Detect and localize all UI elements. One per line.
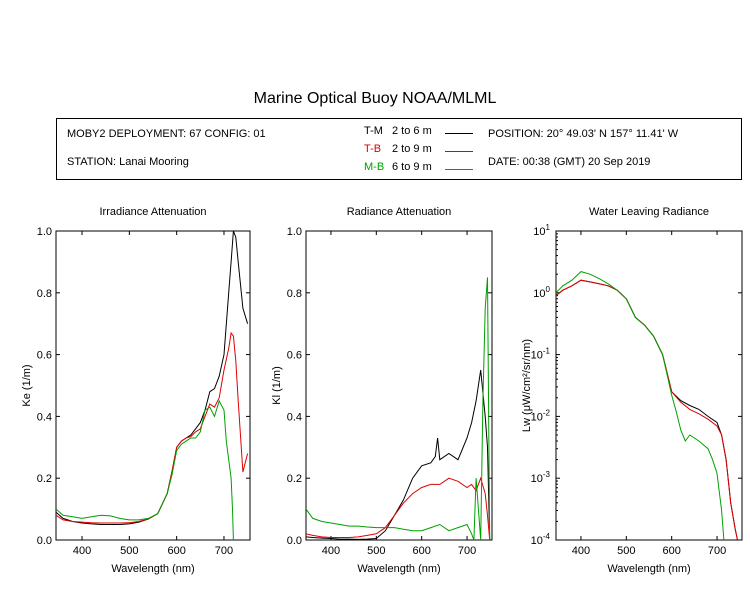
y-tick-label: 101 [533,223,550,238]
legend-code-tm: T-M [364,125,383,137]
x-axis-label: Wavelength (nm) [357,563,440,575]
y-tick-label: 10-2 [531,408,551,423]
y-tick-label: 0.2 [37,473,52,485]
x-tick-label: 400 [572,545,590,557]
series-line-t-m [56,231,249,525]
legend-code-mb: M-B [364,161,385,173]
series-line-t-b [556,279,738,540]
y-tick-label: 10-4 [531,532,551,547]
x-tick-label: 400 [73,545,91,557]
y-tick-label: 100 [533,285,550,300]
x-tick-label: 700 [215,545,233,557]
x-tick-label: 600 [413,545,431,557]
x-tick-label: 600 [663,545,681,557]
legend-range-tm: 2 to 6 m [392,125,432,137]
chart-title: Radiance Attenuation [347,206,452,218]
x-tick-label: 700 [708,545,726,557]
x-axis-label: Wavelength (nm) [111,563,194,575]
y-tick-label: 1.0 [287,226,302,238]
series-line-m-b [306,277,491,540]
plot-frame [55,230,251,541]
position-text: POSITION: 20° 49.03' N 157° 11.41' W [488,128,679,140]
x-tick-label: 500 [617,545,635,557]
x-tick-label: 500 [120,545,138,557]
station-text: STATION: Lanai Mooring [67,156,189,168]
y-tick-label: 10-3 [531,470,551,485]
series-line-m-b [56,399,234,540]
legend-range-mb: 6 to 9 m [392,161,432,173]
info-box: MOBY2 DEPLOYMENT: 67 CONFIG: 01 STATION:… [56,118,742,180]
date-text: DATE: 00:38 (GMT) 20 Sep 2019 [488,156,651,168]
plot-frame [305,230,493,541]
legend-range-tb: 2 to 9 m [392,143,432,155]
y-tick-label: 1.0 [37,226,52,238]
y-tick-label: 0.4 [37,411,52,423]
chart-3: Water Leaving Radiance Wavelength (nm) Lw … [521,206,743,575]
x-tick-label: 500 [367,545,385,557]
x-tick-label: 700 [458,545,476,557]
y-tick-label: 0.0 [287,535,302,547]
page-title: Marine Optical Buoy NOAA/MLML [253,90,497,107]
y-tick-label: 0.8 [287,288,302,300]
y-tick-label: 0.4 [287,411,302,423]
legend-line-tm [445,133,473,134]
y-axis-label: Lw (μW/cm²/sr/nm) [521,339,533,432]
y-tick-label: 0.2 [287,473,302,485]
series-line-m-b [556,271,725,540]
legend-code-tb: T-B [364,143,382,155]
x-tick-label: 600 [167,545,185,557]
x-axis-label: Wavelength (nm) [607,563,690,575]
y-tick-label: 0.8 [37,288,52,300]
plot-frame [555,230,743,541]
chart-2: Radiance Attenuation Wavelength (nm) Kl (1… [271,206,493,575]
deployment-text: MOBY2 DEPLOYMENT: 67 CONFIG: 01 [67,128,266,140]
series-line-t-m [556,279,738,540]
x-tick-label: 400 [322,545,340,557]
y-axis-label: Kl (1/m) [271,366,283,405]
y-tick-label: 10-1 [531,347,551,362]
y-tick-label: 0.6 [287,350,302,362]
y-axis-label: Ke (1/m) [21,364,33,406]
series-line-t-b [56,331,249,524]
legend-line-mb [445,169,473,170]
chart-1: Irradiance Attenuation Wavelength (nm) Ke … [21,206,251,575]
chart-title: Water Leaving Radiance [589,206,709,218]
y-tick-label: 0.6 [37,350,52,362]
y-tick-label: 0.0 [37,535,52,547]
series-line-t-m [306,369,491,540]
chart-title: Irradiance Attenuation [99,206,206,218]
legend-line-tb [445,151,473,152]
